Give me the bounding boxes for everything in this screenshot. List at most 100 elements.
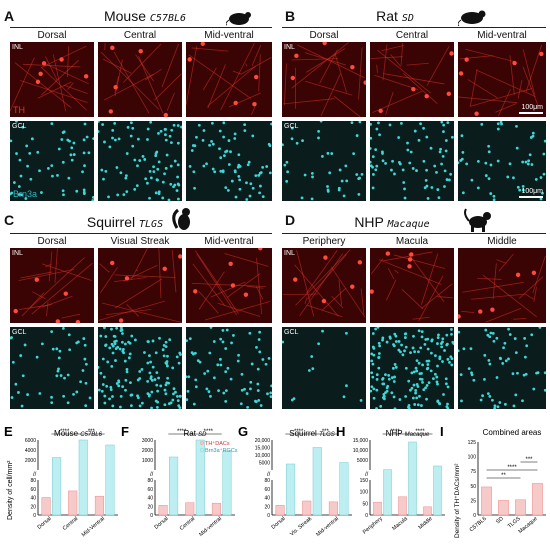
layer-label: GCL xyxy=(284,123,299,130)
bar-th xyxy=(515,499,526,516)
divider xyxy=(282,233,546,234)
bar-brn3a xyxy=(433,465,442,516)
sig-label: *** xyxy=(88,429,96,435)
strain-name: Macaque xyxy=(387,219,430,230)
y-tick-label: 75 xyxy=(470,469,476,475)
gcl-micrograph xyxy=(186,121,272,201)
gcl-micrograph xyxy=(98,121,182,201)
mouse-icon xyxy=(226,12,251,26)
layer-label: GCL xyxy=(284,329,299,336)
panel-title: Mouse C57BL6 xyxy=(70,8,220,24)
panel-letter: E xyxy=(4,424,13,439)
column-header: Macula xyxy=(395,236,429,247)
y-tick-label: 60 xyxy=(30,487,36,493)
x-tick-label: Mid-Ventral xyxy=(81,516,106,538)
squirrel-icon xyxy=(172,208,190,230)
y-tick-label: 2000 xyxy=(142,448,153,454)
bar-brn3a xyxy=(312,447,322,516)
layer-label: INL xyxy=(284,250,295,257)
scale-bar: 100μm xyxy=(519,104,543,114)
bar-th xyxy=(532,483,543,516)
gcl-micrograph: GCL Brn3a xyxy=(10,121,94,201)
gcl-micrograph xyxy=(98,327,182,409)
gcl-micrograph: GCL xyxy=(282,121,366,201)
y-tick-label: 80 xyxy=(264,478,270,484)
gcl-micrograph: 100μm xyxy=(458,121,546,201)
x-tick-label: C57BL6 xyxy=(469,516,488,533)
inl-micrograph: INL TH xyxy=(10,42,94,117)
chart-strain: SD xyxy=(198,432,207,438)
column-header: Middle xyxy=(487,236,517,247)
bar-th xyxy=(41,497,51,516)
bar-th xyxy=(373,501,382,516)
column-header: Dorsal xyxy=(37,236,67,247)
gcl-micrograph xyxy=(458,327,546,409)
gcl-micrograph xyxy=(370,327,454,409)
x-tick-label: Macaque xyxy=(518,516,539,535)
inl-micrograph: INL xyxy=(282,42,366,117)
x-tick-label: Mid-ventral xyxy=(198,516,223,538)
bar-th xyxy=(302,500,312,516)
y-tick-label: 60 xyxy=(147,487,153,493)
bar-brn3a xyxy=(339,462,349,516)
y-tick-label: 2000 xyxy=(25,458,36,464)
y-tick-label: 15,000 xyxy=(353,438,369,444)
y-tick-label: 20,000 xyxy=(255,438,271,444)
bar-th xyxy=(68,490,78,516)
column-header: Central xyxy=(123,30,157,41)
panel-letter: A xyxy=(4,8,15,24)
x-tick-label: Dorsal xyxy=(271,516,287,531)
column-header: Central xyxy=(395,30,429,41)
panel-letter: I xyxy=(440,424,444,439)
x-tick-label: Vis. Streak xyxy=(289,516,313,538)
y-tick-label: 10,000 xyxy=(353,448,369,454)
legend-brn3a-swatch xyxy=(199,448,204,453)
inl-micrograph xyxy=(186,248,272,323)
inl-micrograph: 100μm xyxy=(458,42,546,117)
bar-th xyxy=(211,502,221,516)
panel-letter: D xyxy=(285,212,296,228)
bar-th xyxy=(423,506,432,516)
y-tick-label: 6000 xyxy=(25,438,36,444)
chart-strain: C57BL6 xyxy=(80,432,102,438)
bar-brn3a xyxy=(408,441,417,516)
y-tick-label: 15,000 xyxy=(255,446,271,452)
bar-th xyxy=(158,505,168,516)
bar-brn3a xyxy=(52,457,62,516)
bar-th xyxy=(275,505,285,516)
y-tick-label: 0 xyxy=(150,513,153,519)
panel-letter: B xyxy=(285,8,296,24)
sig-label: *** xyxy=(322,429,330,435)
marker-label-th: TH xyxy=(13,105,25,115)
y-tick-label: 20 xyxy=(30,504,36,510)
monkey-icon xyxy=(464,208,491,232)
bar-th xyxy=(185,502,195,516)
axis-break: // xyxy=(33,472,37,478)
inl-micrograph xyxy=(98,248,182,323)
y-tick-label: 100 xyxy=(468,455,477,461)
panel-title: NHP Macaque xyxy=(322,214,462,230)
species-name: Squirrel xyxy=(86,214,136,230)
chart-title: Rat SD xyxy=(183,429,207,438)
rat-icon xyxy=(458,10,486,26)
gcl-micrograph xyxy=(186,327,272,409)
bar-brn3a xyxy=(195,439,205,516)
x-tick-label: SD xyxy=(495,516,505,526)
legend-th-swatch xyxy=(199,441,204,446)
divider xyxy=(10,27,272,28)
sig-label: **** xyxy=(294,429,304,435)
charts-area: E Mouse C57BL6//020406080200040006000Dors… xyxy=(4,424,546,538)
sig-label: **** xyxy=(60,429,70,435)
y-tick-label: 0 xyxy=(473,513,476,519)
column-header: Periphery xyxy=(302,236,346,247)
species-name: Rat xyxy=(376,8,398,24)
panel-letter: G xyxy=(238,424,248,439)
y-tick-label: 40 xyxy=(30,496,36,502)
column-header: Mid-ventral xyxy=(204,30,254,41)
bar-brn3a xyxy=(105,444,115,516)
chart-strain: Macaque xyxy=(405,432,430,438)
inl-micrograph xyxy=(98,42,182,117)
sig-label: **** xyxy=(415,429,425,435)
y-tick-label: 125 xyxy=(468,440,477,446)
sig-label: **** xyxy=(204,429,214,435)
